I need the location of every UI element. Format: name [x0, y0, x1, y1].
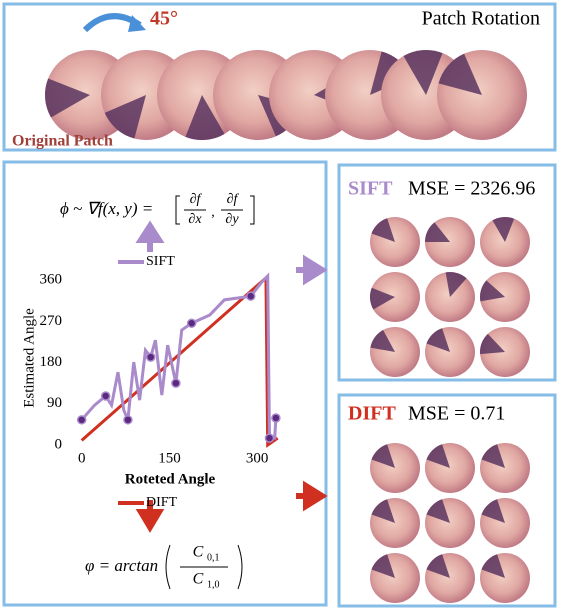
patch-wedge	[370, 330, 395, 352]
sift-formula-d1: ∂f	[190, 192, 203, 207]
caption: Original Patch	[12, 133, 113, 150]
top-title: Patch Rotation	[422, 8, 540, 30]
patch	[425, 498, 475, 548]
patch	[480, 443, 530, 493]
patch-wedge	[426, 554, 450, 578]
dift-den: C	[193, 571, 204, 588]
patch-wedge	[371, 444, 395, 468]
dift-right-arrow	[296, 480, 328, 512]
chart-panel	[2, 160, 328, 607]
y-tick-label: 90	[47, 395, 62, 411]
marker	[245, 291, 256, 301]
dift-den-sub: 1,0	[207, 579, 220, 590]
patch-wedge	[481, 499, 505, 523]
patch	[425, 272, 475, 322]
patch	[480, 272, 530, 322]
patch	[425, 217, 475, 267]
marker	[123, 415, 133, 425]
sift-mse: MSE = 2326.96	[408, 178, 535, 200]
dift-method: DIFT	[348, 403, 396, 425]
comma: ,	[211, 205, 215, 220]
patch	[480, 327, 530, 377]
dift-formula-lhs: φ = arctan	[85, 556, 158, 575]
series-line	[80, 272, 278, 440]
x-tick-label: 150	[158, 450, 181, 466]
marker	[186, 318, 197, 328]
bracket	[175, 195, 255, 225]
marker	[264, 433, 275, 443]
patch	[425, 553, 475, 603]
patch	[425, 327, 475, 377]
patch-wedge	[481, 444, 505, 468]
patch-wedge	[426, 328, 450, 352]
patch-wedge	[426, 444, 450, 468]
marker	[171, 378, 181, 388]
patch	[370, 272, 420, 322]
patch-wedge	[481, 554, 505, 578]
sift-formula-d2: ∂f	[227, 192, 240, 207]
y-tick-label: 0	[55, 436, 63, 452]
marker	[76, 415, 87, 425]
patch-wedge	[445, 272, 467, 297]
legend-label: DIFT	[146, 495, 178, 510]
patches	[45, 50, 530, 603]
patch	[370, 443, 420, 493]
patch-wedge	[370, 287, 395, 310]
angle: 45°	[150, 8, 178, 30]
patch	[370, 327, 420, 377]
dift-panel	[337, 393, 557, 608]
x-tick-label: 300	[246, 450, 269, 466]
sift-panel	[337, 163, 557, 382]
marker	[100, 391, 111, 401]
sift-method: SIFT	[348, 178, 393, 200]
patch-wedge	[480, 280, 505, 302]
patch	[370, 498, 420, 548]
sift-formula-lhs: ϕ ~ ∇f(x, y) =	[60, 199, 153, 218]
patch-wedge	[371, 218, 395, 242]
sift-formula-x1: ∂x	[188, 212, 202, 227]
patch-wedge	[492, 217, 515, 242]
dift-mse: MSE = 0.71	[408, 403, 505, 425]
sift-up-arrow	[135, 220, 165, 252]
y-tick-label: 270	[40, 313, 63, 329]
patch	[480, 217, 530, 267]
top-panel	[2, 2, 557, 152]
patch	[425, 443, 475, 493]
patch-wedge	[438, 53, 482, 95]
sift-formula-x2: ∂y	[225, 212, 239, 227]
y-tick-label: 180	[40, 354, 63, 370]
dift-down-arrow	[135, 500, 165, 533]
patch-wedge	[403, 50, 443, 95]
patch-wedge	[371, 499, 395, 523]
dift-num-sub: 0,1	[207, 552, 220, 563]
paren	[165, 544, 243, 590]
patch	[370, 553, 420, 603]
chart: Estimated Angle Roteted Angle 0 90 180 270 360…	[21, 254, 281, 510]
patch-wedge	[426, 499, 450, 523]
y-tick-label: 360	[40, 272, 63, 288]
dift-num: C	[193, 544, 204, 561]
patch-wedge	[371, 554, 395, 578]
patch	[480, 498, 530, 548]
patch	[437, 50, 527, 140]
patch-wedge	[425, 222, 450, 242]
marker	[145, 352, 156, 362]
marker	[271, 413, 281, 423]
x-axis-label: Roteted Angle	[125, 471, 216, 487]
rotate-arrowhead	[128, 15, 146, 32]
legend-label: SIFT	[146, 254, 175, 269]
patch-wedge	[104, 95, 146, 139]
patch-wedge	[45, 78, 90, 118]
patch	[370, 217, 420, 267]
sift-right-arrow	[296, 254, 328, 286]
x-tick-label: 0	[78, 450, 86, 466]
y-axis-label: Estimated Angle	[21, 308, 37, 408]
patch	[480, 553, 530, 603]
patch-wedge	[480, 333, 505, 355]
patch-wedge	[185, 95, 225, 140]
